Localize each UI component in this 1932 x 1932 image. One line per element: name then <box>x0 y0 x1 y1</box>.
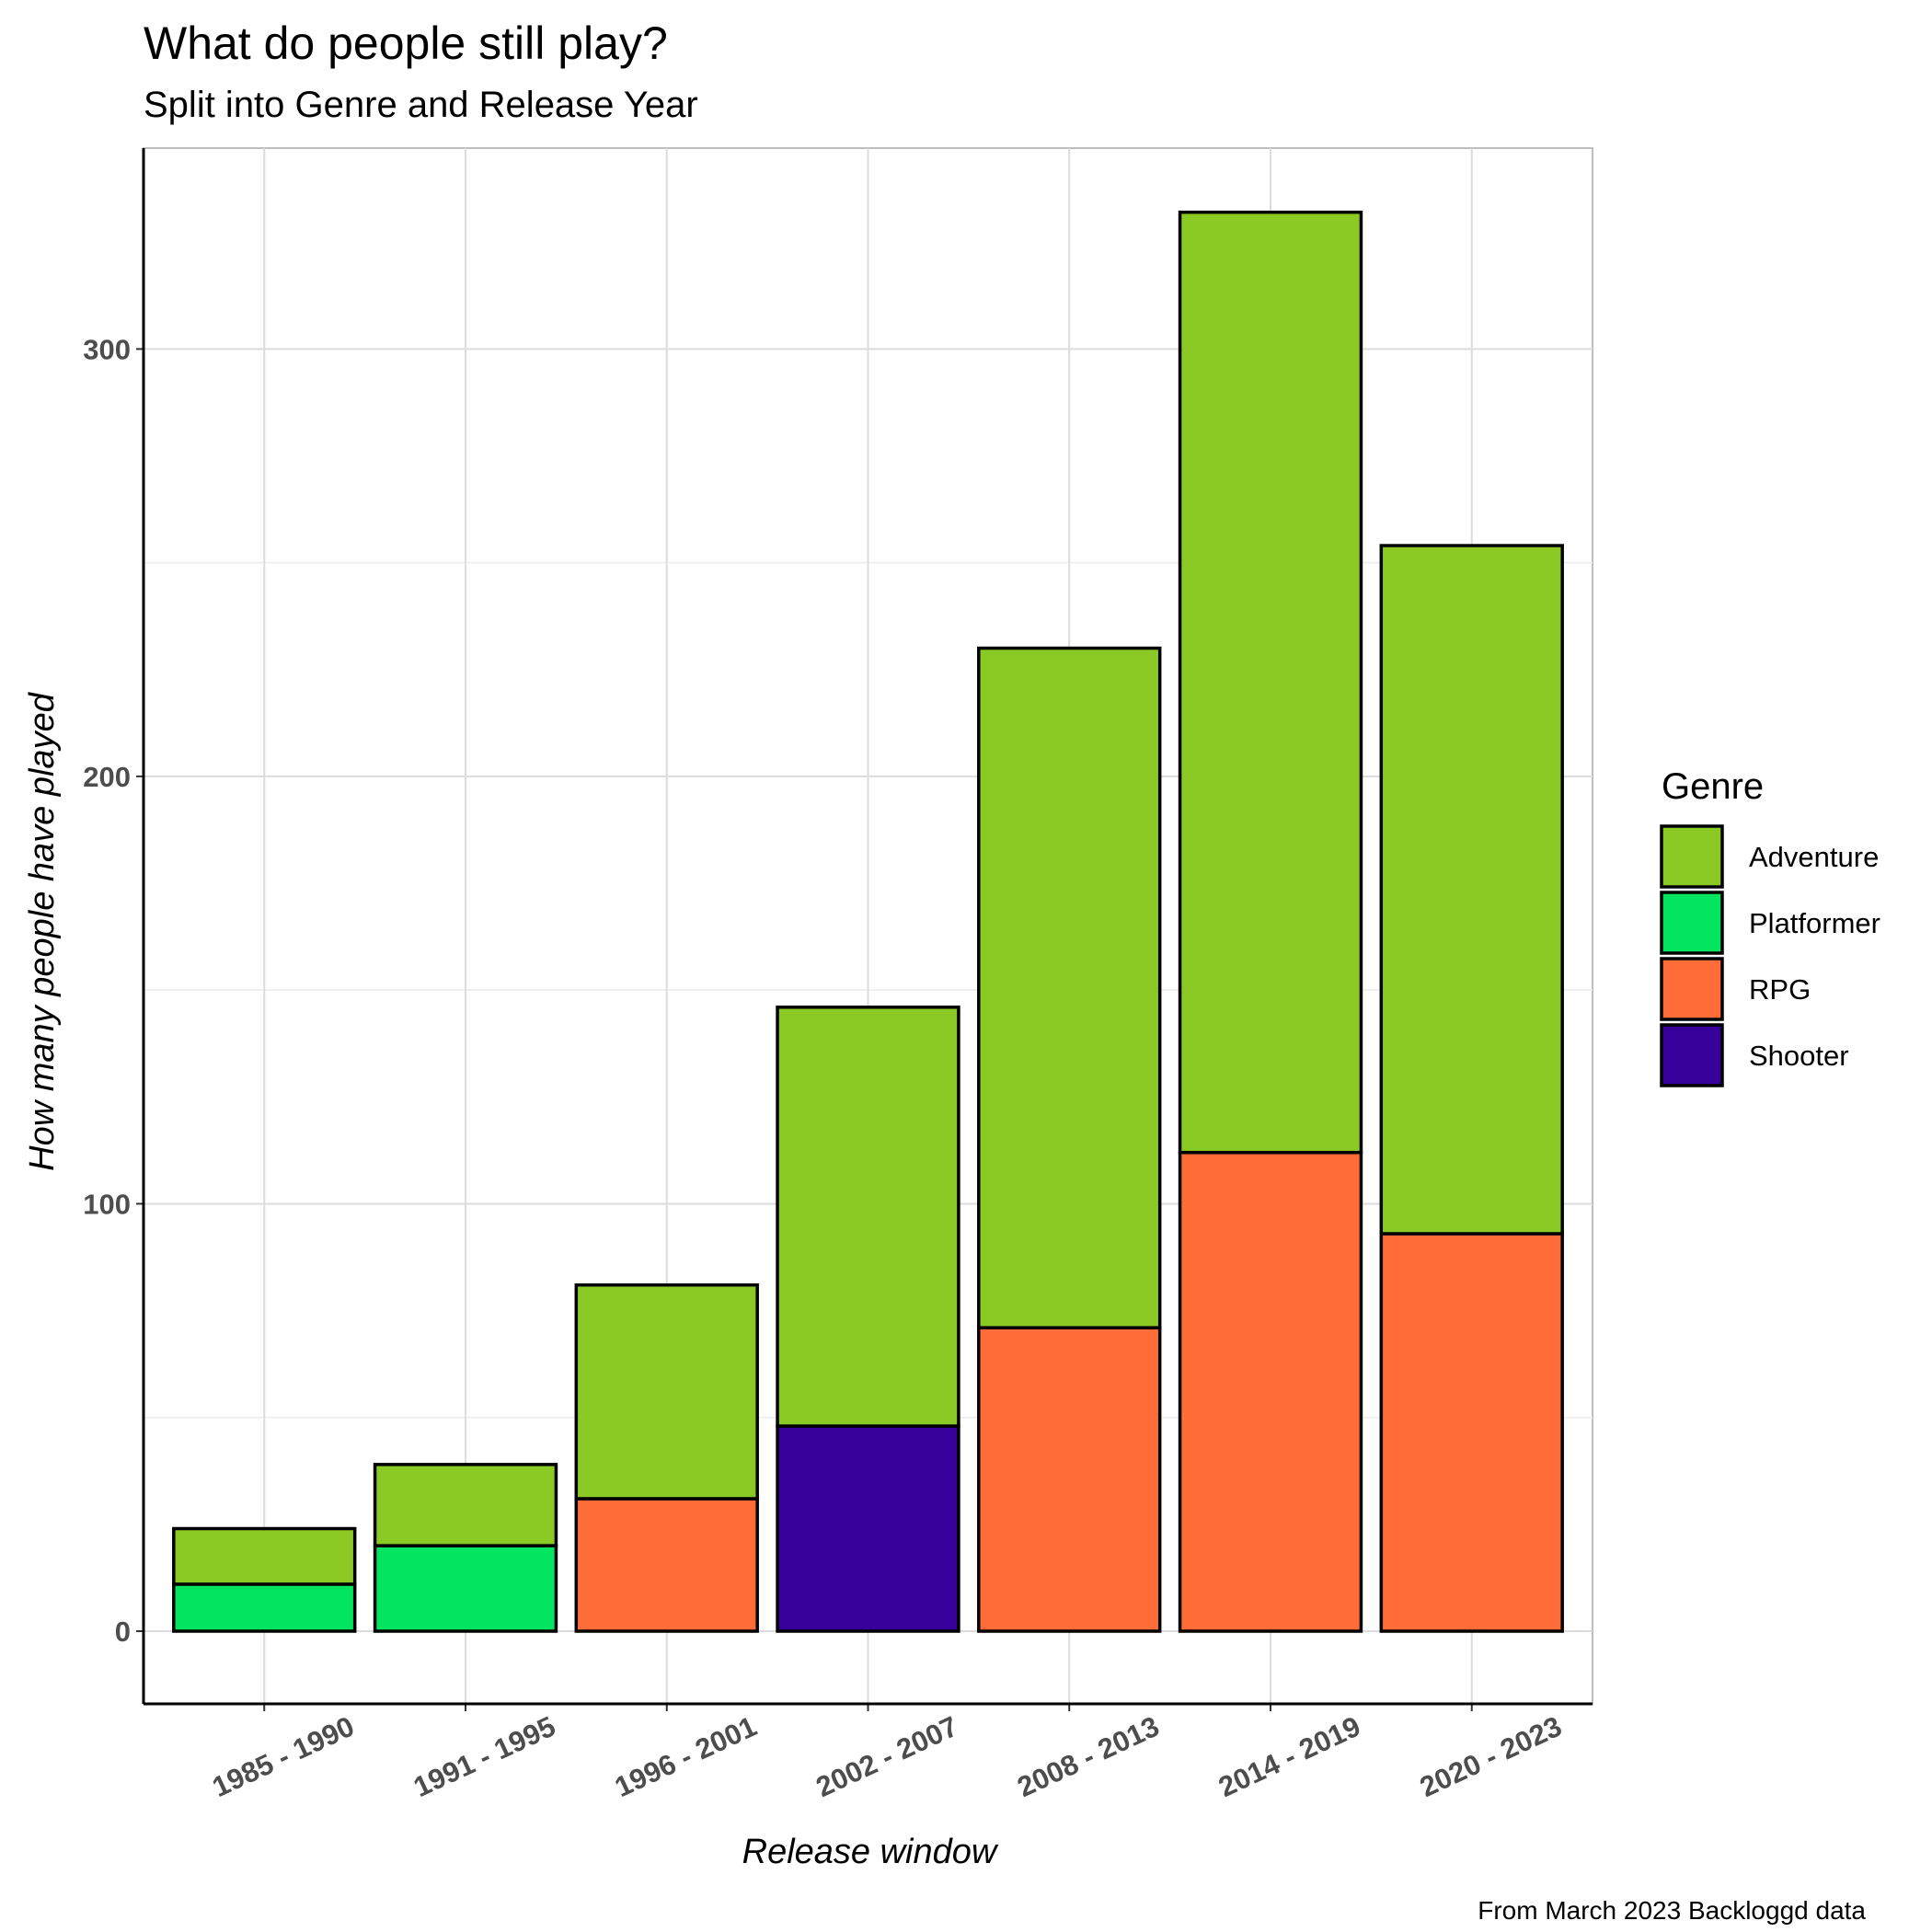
x-tick-label: 1985 - 1990 <box>207 1710 359 1804</box>
x-axis-title: Release window <box>742 1833 999 1871</box>
y-tick-label: 0 <box>115 1616 131 1648</box>
y-axis-ticks: 0 100 200 300 <box>83 333 144 1648</box>
bar-segment-platformer <box>373 1544 558 1633</box>
bar-segment-adventure <box>1379 544 1564 1236</box>
bar-segment-adventure <box>977 646 1162 1329</box>
x-tick-label: 2014 - 2019 <box>1213 1710 1365 1804</box>
bar-segment-rpg <box>977 1326 1162 1633</box>
x-tick-label: 1996 - 2001 <box>610 1710 762 1804</box>
y-tick-label: 300 <box>83 333 131 365</box>
chart-caption: From March 2023 Backloggd data <box>1478 1896 1866 1925</box>
legend-label-rpg: RPG <box>1749 973 1811 1006</box>
bar-segment-adventure <box>574 1282 759 1501</box>
bar-segment-adventure <box>776 1006 960 1428</box>
x-tick-label: 2020 - 2023 <box>1415 1710 1567 1804</box>
legend-key-rpg <box>1660 957 1724 1021</box>
y-axis-title: How many people have played <box>23 691 62 1171</box>
bar-segment-rpg <box>1178 1150 1363 1633</box>
legend-title: Genre <box>1662 766 1764 807</box>
x-tick-label: 2008 - 2013 <box>1012 1710 1164 1804</box>
legend-key-platformer <box>1660 891 1724 955</box>
x-tick-label: 1991 - 1995 <box>408 1710 560 1804</box>
y-tick-label: 200 <box>83 761 131 793</box>
legend: Genre Adventure Platformer RPG Shooter <box>1660 766 1880 1087</box>
x-axis-ticks: 1985 - 1990 1991 - 1995 1996 - 2001 2002 - … <box>207 1704 1567 1804</box>
legend-label-adventure: Adventure <box>1749 841 1879 873</box>
legend-key-shooter <box>1660 1023 1724 1087</box>
chart-subtitle: Split into Genre and Release Year <box>144 85 698 125</box>
bar-segment-rpg <box>574 1497 759 1633</box>
bar-segment-adventure <box>1178 210 1363 1155</box>
bar-segment-adventure <box>172 1526 357 1586</box>
bars-group <box>172 210 1564 1633</box>
bar-segment-shooter <box>776 1424 960 1633</box>
bar-segment-adventure <box>373 1463 558 1547</box>
axes <box>142 148 1593 1706</box>
chart-title: What do people still play? <box>144 17 668 69</box>
legend-label-shooter: Shooter <box>1749 1040 1849 1072</box>
x-tick-label: 2002 - 2007 <box>811 1710 963 1804</box>
bar-segment-platformer <box>172 1582 357 1633</box>
legend-key-adventure <box>1660 824 1724 889</box>
bar-segment-rpg <box>1379 1232 1564 1633</box>
y-tick-label: 100 <box>83 1188 131 1220</box>
legend-label-platformer: Platformer <box>1749 907 1880 939</box>
